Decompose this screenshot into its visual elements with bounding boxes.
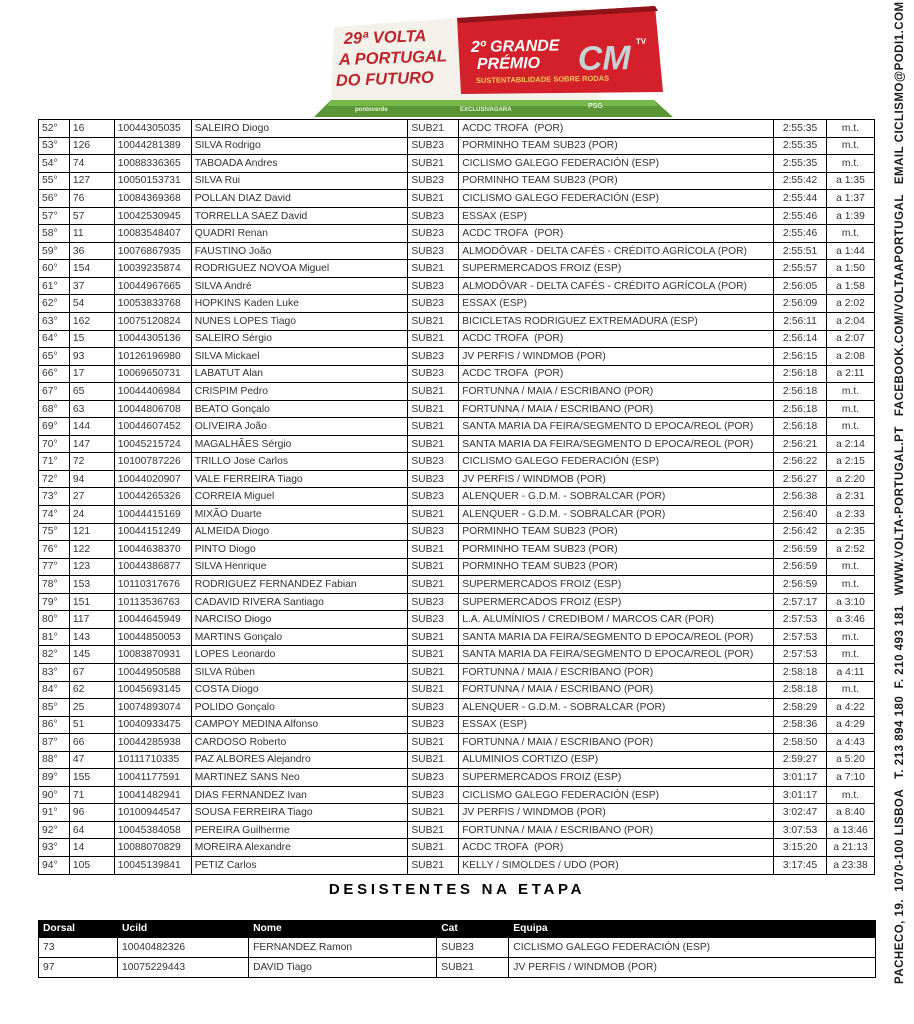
svg-text:PRÉMIO: PRÉMIO [477,53,541,73]
svg-text:pontoverde: pontoverde [355,107,388,113]
svg-text:TV: TV [636,37,647,46]
svg-text:EXCLUSIVAGARA: EXCLUSIVAGARA [460,107,512,113]
svg-text:29ª VOLTA: 29ª VOLTA [343,27,427,48]
svg-text:CM: CM [577,39,631,78]
svg-text:A PORTUGAL: A PORTUGAL [338,47,448,69]
svg-text:2º GRANDE: 2º GRANDE [470,37,561,56]
svg-text:DO FUTURO: DO FUTURO [336,69,435,90]
svg-text:PSG: PSG [588,103,603,110]
